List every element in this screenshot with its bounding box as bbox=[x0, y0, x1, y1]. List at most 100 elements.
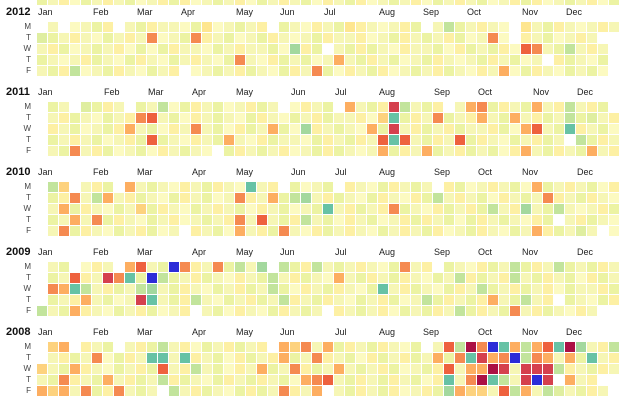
day-cell[interactable] bbox=[554, 135, 564, 145]
day-cell[interactable] bbox=[598, 386, 608, 396]
day-cell[interactable] bbox=[92, 375, 102, 385]
day-cell[interactable] bbox=[378, 124, 388, 134]
day-cell[interactable] bbox=[224, 226, 234, 236]
day-cell[interactable] bbox=[510, 0, 520, 5]
day-cell[interactable] bbox=[367, 44, 377, 54]
day-cell[interactable] bbox=[81, 124, 91, 134]
day-cell[interactable] bbox=[103, 353, 113, 363]
day-cell[interactable] bbox=[235, 135, 245, 145]
day-cell[interactable] bbox=[389, 55, 399, 65]
day-cell[interactable] bbox=[367, 295, 377, 305]
day-cell[interactable] bbox=[466, 146, 476, 156]
day-cell[interactable] bbox=[356, 102, 366, 112]
day-cell[interactable] bbox=[587, 273, 597, 283]
day-cell[interactable] bbox=[323, 262, 333, 272]
day-cell[interactable] bbox=[147, 262, 157, 272]
day-cell[interactable] bbox=[235, 375, 245, 385]
day-cell[interactable] bbox=[422, 146, 432, 156]
day-cell[interactable] bbox=[312, 226, 322, 236]
day-cell[interactable] bbox=[92, 44, 102, 54]
day-cell[interactable] bbox=[169, 342, 179, 352]
day-cell[interactable] bbox=[499, 66, 509, 76]
day-cell[interactable] bbox=[169, 204, 179, 214]
day-cell[interactable] bbox=[92, 113, 102, 123]
day-cell[interactable] bbox=[334, 0, 344, 5]
day-cell[interactable] bbox=[532, 22, 542, 32]
day-cell[interactable] bbox=[136, 306, 146, 316]
day-cell[interactable] bbox=[125, 146, 135, 156]
day-cell[interactable] bbox=[598, 182, 608, 192]
day-cell[interactable] bbox=[312, 0, 322, 5]
day-cell[interactable] bbox=[521, 353, 531, 363]
day-cell[interactable] bbox=[59, 135, 69, 145]
day-cell[interactable] bbox=[543, 284, 553, 294]
day-cell[interactable] bbox=[224, 353, 234, 363]
day-cell[interactable] bbox=[59, 353, 69, 363]
day-cell[interactable] bbox=[312, 273, 322, 283]
day-cell[interactable] bbox=[565, 273, 575, 283]
day-cell[interactable] bbox=[81, 306, 91, 316]
day-cell[interactable] bbox=[565, 226, 575, 236]
day-cell[interactable] bbox=[268, 113, 278, 123]
day-cell[interactable] bbox=[246, 193, 256, 203]
day-cell[interactable] bbox=[59, 44, 69, 54]
day-cell[interactable] bbox=[444, 113, 454, 123]
day-cell[interactable] bbox=[521, 135, 531, 145]
day-cell[interactable] bbox=[587, 146, 597, 156]
day-cell[interactable] bbox=[323, 204, 333, 214]
day-cell[interactable] bbox=[290, 55, 300, 65]
day-cell[interactable] bbox=[125, 295, 135, 305]
day-cell[interactable] bbox=[400, 66, 410, 76]
day-cell[interactable] bbox=[576, 204, 586, 214]
day-cell[interactable] bbox=[169, 375, 179, 385]
day-cell[interactable] bbox=[466, 364, 476, 374]
day-cell[interactable] bbox=[466, 284, 476, 294]
day-cell[interactable] bbox=[59, 113, 69, 123]
day-cell[interactable] bbox=[213, 135, 223, 145]
day-cell[interactable] bbox=[598, 353, 608, 363]
day-cell[interactable] bbox=[301, 55, 311, 65]
day-cell[interactable] bbox=[224, 193, 234, 203]
day-cell[interactable] bbox=[565, 295, 575, 305]
day-cell[interactable] bbox=[367, 22, 377, 32]
day-cell[interactable] bbox=[169, 226, 179, 236]
day-cell[interactable] bbox=[609, 342, 619, 352]
day-cell[interactable] bbox=[598, 113, 608, 123]
day-cell[interactable] bbox=[389, 193, 399, 203]
day-cell[interactable] bbox=[246, 273, 256, 283]
day-cell[interactable] bbox=[345, 204, 355, 214]
day-cell[interactable] bbox=[92, 273, 102, 283]
day-cell[interactable] bbox=[565, 306, 575, 316]
day-cell[interactable] bbox=[235, 204, 245, 214]
day-cell[interactable] bbox=[356, 215, 366, 225]
day-cell[interactable] bbox=[180, 33, 190, 43]
day-cell[interactable] bbox=[455, 22, 465, 32]
day-cell[interactable] bbox=[213, 215, 223, 225]
day-cell[interactable] bbox=[477, 102, 487, 112]
day-cell[interactable] bbox=[356, 226, 366, 236]
day-cell[interactable] bbox=[191, 273, 201, 283]
day-cell[interactable] bbox=[92, 342, 102, 352]
day-cell[interactable] bbox=[466, 262, 476, 272]
day-cell[interactable] bbox=[147, 295, 157, 305]
day-cell[interactable] bbox=[587, 55, 597, 65]
day-cell[interactable] bbox=[576, 342, 586, 352]
day-cell[interactable] bbox=[235, 364, 245, 374]
day-cell[interactable] bbox=[411, 284, 421, 294]
day-cell[interactable] bbox=[257, 124, 267, 134]
day-cell[interactable] bbox=[356, 262, 366, 272]
day-cell[interactable] bbox=[279, 262, 289, 272]
day-cell[interactable] bbox=[334, 66, 344, 76]
day-cell[interactable] bbox=[70, 193, 80, 203]
day-cell[interactable] bbox=[499, 33, 509, 43]
day-cell[interactable] bbox=[444, 375, 454, 385]
day-cell[interactable] bbox=[169, 113, 179, 123]
day-cell[interactable] bbox=[345, 146, 355, 156]
day-cell[interactable] bbox=[565, 66, 575, 76]
day-cell[interactable] bbox=[268, 306, 278, 316]
day-cell[interactable] bbox=[400, 262, 410, 272]
day-cell[interactable] bbox=[213, 295, 223, 305]
day-cell[interactable] bbox=[378, 306, 388, 316]
day-cell[interactable] bbox=[59, 146, 69, 156]
day-cell[interactable] bbox=[400, 226, 410, 236]
